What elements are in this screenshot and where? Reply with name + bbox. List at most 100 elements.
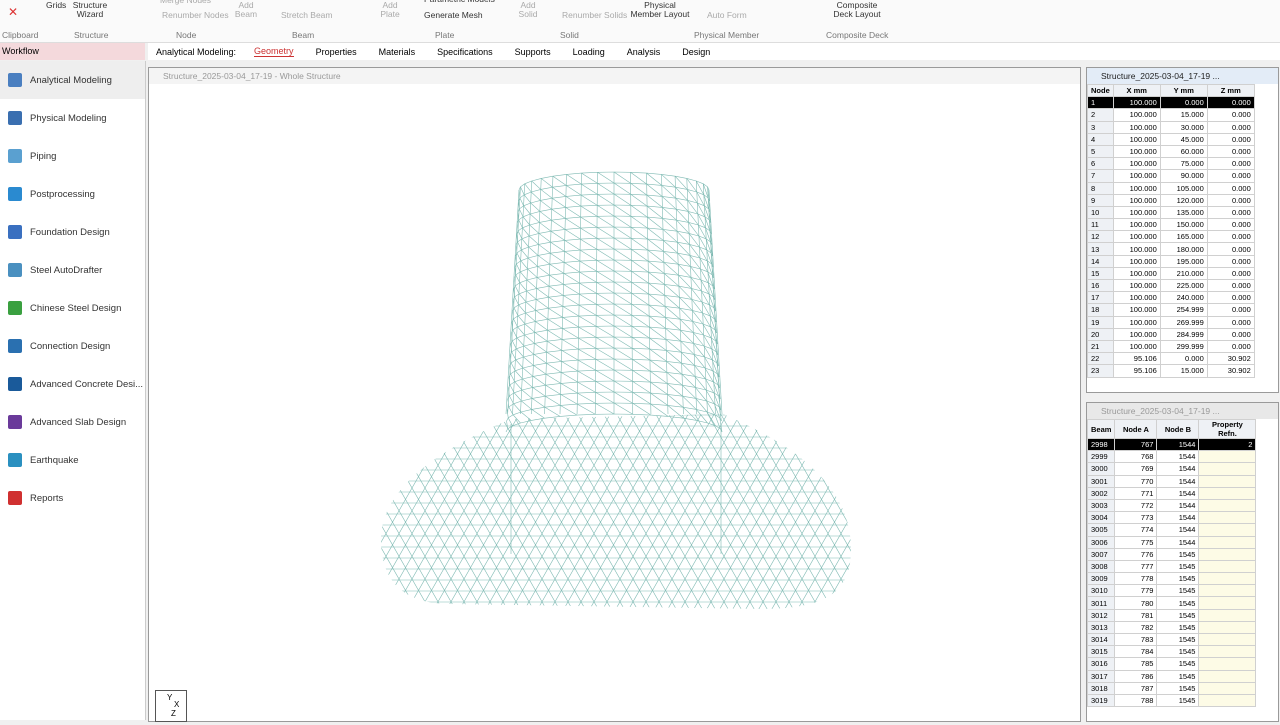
ribbon-button[interactable]: Composite Deck Layout xyxy=(833,0,881,19)
mesh-ring xyxy=(505,413,723,433)
ribbon-button[interactable]: Stretch Beam xyxy=(281,10,333,20)
tab[interactable]: Design xyxy=(682,46,711,57)
ribbon-button[interactable]: Structure Wizard xyxy=(72,0,108,19)
tab[interactable]: Geometry xyxy=(254,46,294,57)
table-row: 15 100.000 210.000 0.000 xyxy=(1087,266,1255,281)
table-cell: 778 xyxy=(1114,572,1158,586)
mesh-edge xyxy=(860,404,980,614)
table-cell: 284.999 xyxy=(1159,327,1208,341)
mesh-edge xyxy=(630,238,649,251)
table-cell: 3007 xyxy=(1087,547,1116,561)
table-cell: 22 xyxy=(1087,352,1114,366)
mesh-edge xyxy=(579,293,597,305)
ribbon-button[interactable]: Generate Mesh xyxy=(424,10,483,20)
table-cell: 8 xyxy=(1087,181,1114,195)
workflow-item[interactable]: Connection Design xyxy=(0,327,145,365)
ribbon-button[interactable]: Add Beam xyxy=(234,0,258,19)
ribbon-button[interactable]: Add Solid xyxy=(518,0,538,19)
table-cell: 100.000 xyxy=(1112,120,1161,134)
mesh-edge xyxy=(548,285,564,296)
ribbon-button[interactable]: Auto Form xyxy=(707,10,747,20)
mesh-edge xyxy=(613,303,632,316)
workflow-label: Piping xyxy=(30,150,57,162)
mesh-edge xyxy=(381,414,500,609)
table-cell: 75.000 xyxy=(1159,157,1208,171)
table-cell: 12 xyxy=(1087,230,1114,244)
workflow-item[interactable]: Piping xyxy=(0,137,145,175)
mesh-edge xyxy=(714,414,836,609)
tab[interactable]: Analysis xyxy=(626,46,661,57)
tab[interactable]: Supports xyxy=(514,46,551,57)
mesh-edge xyxy=(596,271,615,283)
table-cell: 150.000 xyxy=(1159,218,1208,232)
tab-label: Analytical Modeling: xyxy=(156,46,237,57)
workflow-item[interactable]: Earthquake xyxy=(0,441,145,479)
delete-icon[interactable]: ✕ xyxy=(8,5,19,19)
ribbon-button[interactable]: Renumber Nodes xyxy=(162,10,229,20)
table-cell: 2999 xyxy=(1087,450,1116,464)
mesh-edge xyxy=(648,315,666,329)
workflow-item[interactable]: Chinese Steel Design xyxy=(0,289,145,327)
table-cell: 19 xyxy=(1087,315,1114,329)
table-cell: 0.000 xyxy=(1206,157,1255,171)
table-cell: 0.000 xyxy=(1206,169,1255,183)
ribbon-button[interactable]: Renumber Solids xyxy=(562,10,628,20)
mesh-edge xyxy=(679,308,693,322)
table-cell: 0.000 xyxy=(1206,327,1255,341)
workflow-icon xyxy=(8,149,22,163)
table-row: 3019 788 1545 xyxy=(1087,693,1257,708)
workflow-item[interactable]: Foundation Design xyxy=(0,213,145,251)
mesh-edge xyxy=(536,288,549,298)
mesh-edge xyxy=(563,273,580,284)
workflow-item[interactable]: Advanced Slab Design xyxy=(0,403,145,441)
mesh-edge xyxy=(613,391,633,404)
mesh-edge xyxy=(404,414,526,609)
mesh-edge xyxy=(514,266,517,275)
mesh-edge xyxy=(516,252,522,261)
mesh-edge xyxy=(596,216,615,228)
tab[interactable]: Materials xyxy=(378,46,416,57)
mesh-edge xyxy=(381,414,498,609)
table-cell: 3012 xyxy=(1087,608,1116,622)
mesh-edge xyxy=(381,414,420,609)
mesh-edge xyxy=(680,329,694,344)
table-row: 3015 784 1545 xyxy=(1087,645,1257,659)
mesh-edge xyxy=(533,354,547,364)
table-cell: 1544 xyxy=(1156,486,1200,500)
mesh-edge xyxy=(577,370,596,382)
ribbon-button[interactable]: Add Plate xyxy=(380,0,400,19)
table-cell: 100.000 xyxy=(1112,254,1161,268)
workflow-item[interactable]: Reports xyxy=(0,479,145,517)
table-cell: 0.000 xyxy=(1206,181,1255,195)
ribbon-button[interactable]: Merge Nodes xyxy=(160,0,212,5)
workflow-item[interactable]: Steel AutoDrafter xyxy=(0,251,145,289)
table-row: 2998 767 1544 2 xyxy=(1087,437,1257,452)
tab[interactable]: Properties xyxy=(315,46,357,57)
workflow-icon xyxy=(8,377,22,391)
table-cell: 6 xyxy=(1087,157,1114,171)
table-cell: 15.000 xyxy=(1159,364,1208,378)
workflow-item[interactable]: Postprocessing xyxy=(0,175,145,213)
table-row: 23 95.106 15.000 30.902 xyxy=(1087,364,1255,378)
tab[interactable]: Loading xyxy=(572,46,605,57)
mesh-edge xyxy=(703,334,712,349)
mesh-edge xyxy=(540,200,552,210)
mesh-edge xyxy=(561,339,579,350)
table-row: 2999 768 1544 xyxy=(1087,450,1257,464)
workflow-item[interactable]: Analytical Modeling xyxy=(0,61,145,99)
mesh-edge xyxy=(516,233,518,242)
workflow-item[interactable]: Physical Modeling xyxy=(0,99,145,137)
mesh-edge xyxy=(703,414,825,609)
mesh-edge xyxy=(713,296,716,312)
mesh-edge xyxy=(428,414,550,609)
mesh-edge xyxy=(549,274,564,285)
mesh-edge xyxy=(506,409,509,418)
ribbon-button[interactable]: Physical Member Layout xyxy=(630,0,690,19)
ribbon-button[interactable]: Parametric Models xyxy=(424,0,495,4)
workflow-item[interactable]: Advanced Concrete Desi... xyxy=(0,365,145,403)
tab[interactable]: Specifications xyxy=(437,46,493,57)
mesh-edge xyxy=(714,329,718,345)
mesh-edge xyxy=(454,414,576,609)
mesh-edge xyxy=(560,414,682,609)
ribbon-button[interactable]: Grids xyxy=(46,0,67,10)
